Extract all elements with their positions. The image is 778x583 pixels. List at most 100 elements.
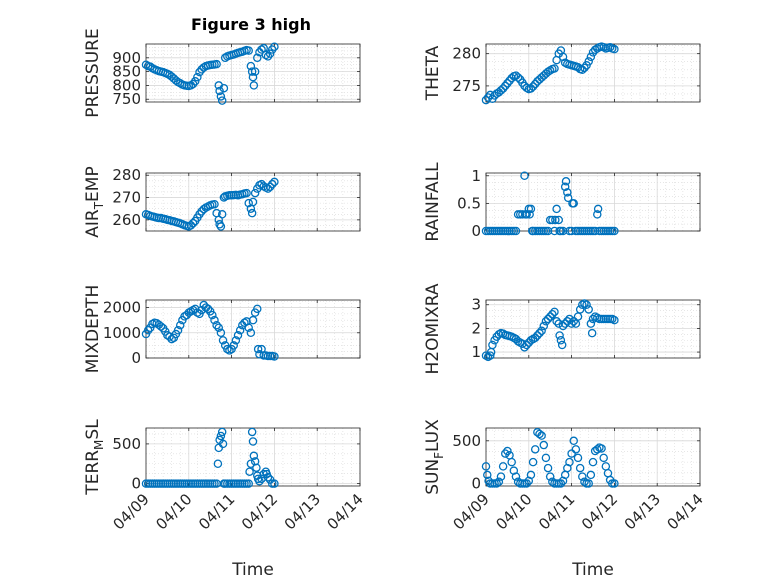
data-point (550, 226, 559, 236)
data-point (548, 215, 557, 225)
data-point (188, 218, 198, 228)
xtick-label: 04/10 (492, 490, 535, 533)
axes-box (485, 43, 701, 103)
data-point (250, 457, 260, 466)
data-point (584, 479, 593, 488)
ylabel-4: MIXDEPTH (83, 285, 103, 374)
data-point (217, 96, 227, 105)
data-point (578, 472, 587, 481)
data-point (545, 312, 555, 321)
data-point (567, 449, 576, 458)
ytick-label: 750 (112, 90, 141, 108)
data-point (190, 77, 200, 86)
data-point (146, 62, 155, 71)
ytick-label: 500 (112, 435, 141, 453)
data-point (610, 226, 619, 236)
data-point (265, 49, 275, 58)
axes-2: 260 270 280 AIRTEMP (83, 166, 361, 238)
data-point (193, 72, 202, 82)
data-point (530, 79, 540, 89)
data-point (543, 314, 553, 324)
data-point (210, 199, 219, 209)
xtick-label: 04/12 (578, 490, 621, 533)
axes-box (485, 427, 701, 487)
ytick-label: 1 (471, 167, 481, 185)
data-point (520, 171, 529, 181)
data-point (530, 333, 540, 343)
data-point (265, 182, 275, 192)
data-point (156, 322, 166, 331)
xtick-label: 04/09 (450, 490, 493, 533)
data-point (528, 457, 538, 467)
data-point (563, 193, 573, 203)
data-point (599, 453, 608, 463)
data-point (229, 341, 238, 350)
data-point (249, 81, 259, 90)
ytick-label: 900 (112, 49, 141, 67)
data-point (270, 479, 279, 488)
data-point (248, 72, 258, 82)
axes-7: 0 500 04/09 04/10 04/11 04/12 04/13 04/14 Time SU… (423, 419, 707, 580)
data-point (558, 226, 568, 236)
data-point (522, 340, 531, 350)
axes-background (146, 300, 360, 358)
data-point (580, 477, 589, 486)
data-point (550, 64, 559, 73)
data-point (535, 429, 544, 439)
axes-box (145, 299, 361, 359)
axes-box (145, 172, 361, 232)
axes-box (145, 43, 361, 103)
data-point (575, 305, 585, 314)
data-point (253, 53, 262, 63)
data-point (486, 351, 495, 360)
data-point (175, 320, 185, 330)
data-point (216, 431, 226, 441)
data-point (246, 328, 256, 338)
data-point (270, 177, 279, 187)
data-point (541, 317, 551, 326)
data-point (263, 473, 273, 482)
data-point (530, 445, 540, 454)
xlabel: Time (231, 560, 274, 580)
data-point (496, 86, 506, 95)
data-point (494, 477, 504, 486)
data-point (253, 344, 263, 354)
data-point (561, 177, 571, 186)
data-point (520, 343, 529, 352)
data-point (218, 439, 228, 449)
ylabel-7: SUNFLUX (423, 419, 446, 495)
data-point (563, 317, 572, 326)
data-point (246, 459, 256, 469)
xtick-label: 04/11 (195, 490, 238, 533)
axes-1: 275 280 THETA (423, 42, 701, 105)
data-point (215, 86, 224, 96)
axes-background (486, 428, 700, 486)
data-point (543, 463, 553, 473)
data-point (563, 188, 572, 197)
xtick-label: 04/14 (664, 490, 707, 533)
data-point (503, 79, 512, 88)
axes-background (486, 173, 700, 231)
data-point (496, 472, 506, 481)
data-point (253, 304, 262, 314)
data-point (593, 204, 603, 214)
ylabel-1: THETA (423, 45, 443, 101)
ytick-label: 0.5 (457, 194, 481, 212)
ytick-label: 3 (471, 296, 481, 314)
data-point (261, 50, 271, 60)
data-point (584, 57, 593, 66)
data-point (554, 319, 564, 328)
data-point (199, 204, 209, 214)
data-point (252, 463, 261, 472)
ytick-label: 260 (112, 211, 141, 229)
data-point (143, 326, 153, 335)
data-point (533, 331, 542, 340)
data-point (233, 331, 243, 340)
data-point (498, 462, 508, 471)
axes-background (146, 428, 360, 486)
data-point (522, 479, 531, 488)
data-point (560, 319, 570, 328)
data-point (248, 315, 258, 325)
data-point (539, 321, 549, 331)
